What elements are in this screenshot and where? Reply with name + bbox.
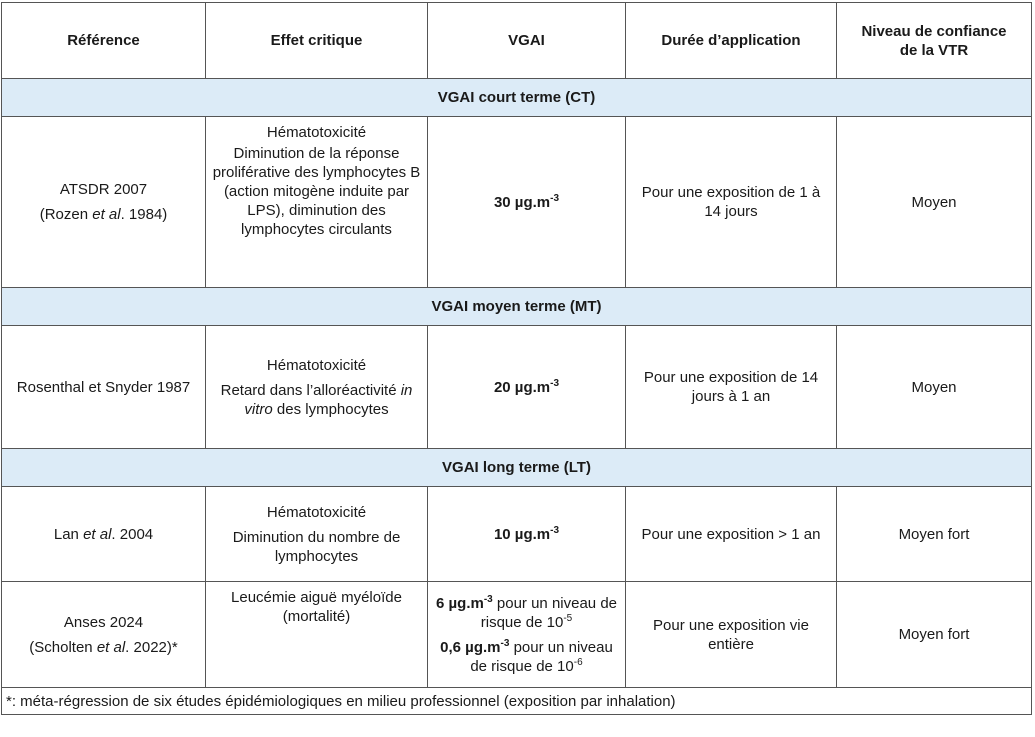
effet-cell-lt1: Hématotoxicité Diminution du nombre de l… <box>205 486 428 582</box>
footnote: *: méta-régression de six études épidémi… <box>1 687 1032 715</box>
header-confiance-line2: de la VTR <box>899 41 969 59</box>
header-vgai: VGAI <box>427 2 626 79</box>
effet-ct-desc: Diminution de la réponse proliférative d… <box>212 145 421 238</box>
section-row-lt: VGAI long terme (LT) <box>1 448 1032 487</box>
ref-lt2-line2: (Scholten et al. 2022)* <box>29 638 178 656</box>
vgai-lt1-value: 10 µg.m-3 <box>493 524 560 543</box>
confiance-cell-mt: Moyen <box>836 325 1032 449</box>
section-title-mt: VGAI moyen terme (MT) <box>1 287 1032 326</box>
duree-cell-lt1: Pour une exposition > 1 an <box>625 486 837 582</box>
effet-lt1-desc: Diminution du nombre de lymphocytes <box>232 528 401 565</box>
section-title-lt: VGAI long terme (LT) <box>1 448 1032 487</box>
vgai-table: Référence Effet critique VGAI Durée d’ap… <box>1 2 1032 715</box>
table-row-lt2: Anses 2024 (Scholten et al. 2022)* Leucé… <box>1 581 1032 688</box>
vgai-lt2-value2: 0,6 µg.m-3 pour un niveau de risque de 1… <box>440 637 613 675</box>
ref-cell-lt2: Anses 2024 (Scholten et al. 2022)* <box>1 581 206 688</box>
ref-ct-line2: (Rozen et al. 1984) <box>39 206 168 223</box>
ref-ct-line1: ATSDR 2007 <box>59 181 148 198</box>
duree-cell-mt: Pour une exposition de 14 jours à 1 an <box>625 325 837 449</box>
vgai-cell-lt1: 10 µg.m-3 <box>427 486 626 582</box>
confiance-cell-lt2: Moyen fort <box>836 581 1032 688</box>
effet-cell-lt2: Leucémie aiguë myéloïde (mortalité) <box>205 581 428 688</box>
effet-ct-title: Hématotoxicité <box>266 124 367 141</box>
header-confiance: Niveau de confiance de la VTR <box>836 2 1032 79</box>
header-row: Référence Effet critique VGAI Durée d’ap… <box>1 2 1032 79</box>
vgai-cell-mt: 20 µg.m-3 <box>427 325 626 449</box>
duree-cell-ct: Pour une exposition de 1 à 14 jours <box>625 116 837 288</box>
table-row-mt: Rosenthal et Snyder 1987 Hématotoxicité … <box>1 325 1032 449</box>
vgai-mt-value: 20 µg.m-3 <box>493 377 560 396</box>
header-confiance-line1: Niveau de confiance <box>861 22 1007 40</box>
section-title-ct: VGAI court terme (CT) <box>1 78 1032 117</box>
section-row-mt: VGAI moyen terme (MT) <box>1 287 1032 326</box>
ref-cell-mt: Rosenthal et Snyder 1987 <box>1 325 206 449</box>
header-duree: Durée d’application <box>625 2 837 79</box>
vgai-lt2-value1: 6 µg.m-3 pour un niveau de risque de 10-… <box>436 593 617 631</box>
confiance-cell-lt1: Moyen fort <box>836 486 1032 582</box>
effet-cell-mt: Hématotoxicité Retard dans l’alloréactiv… <box>205 325 428 449</box>
confiance-cell-ct: Moyen <box>836 116 1032 288</box>
ref-cell-ct: ATSDR 2007 (Rozen et al. 1984) <box>1 116 206 288</box>
effet-lt1-title: Hématotoxicité <box>266 503 367 521</box>
header-effet: Effet critique <box>205 2 428 79</box>
vgai-cell-ct: 30 µg.m-3 <box>427 116 626 288</box>
ref-lt2-line1: Anses 2024 <box>63 613 144 631</box>
effet-cell-ct: Hématotoxicité Diminution de la réponse … <box>205 116 428 288</box>
effet-mt-title: Hématotoxicité <box>266 356 367 374</box>
table-row-ct: ATSDR 2007 (Rozen et al. 1984) Hématotox… <box>1 116 1032 288</box>
duree-cell-lt2: Pour une exposition vie entière <box>625 581 837 688</box>
vgai-ct-value: 30 µg.m-3 <box>493 192 560 211</box>
vgai-cell-lt2: 6 µg.m-3 pour un niveau de risque de 10-… <box>427 581 626 688</box>
header-reference: Référence <box>1 2 206 79</box>
ref-cell-lt1: Lan et al. 2004 <box>1 486 206 582</box>
table-row-lt1: Lan et al. 2004 Hématotoxicité Diminutio… <box>1 486 1032 582</box>
section-row-ct: VGAI court terme (CT) <box>1 78 1032 117</box>
effet-mt-desc: Retard dans l’alloréactivité in vitro de… <box>220 381 413 418</box>
footnote-row: *: méta-régression de six études épidémi… <box>1 687 1032 715</box>
